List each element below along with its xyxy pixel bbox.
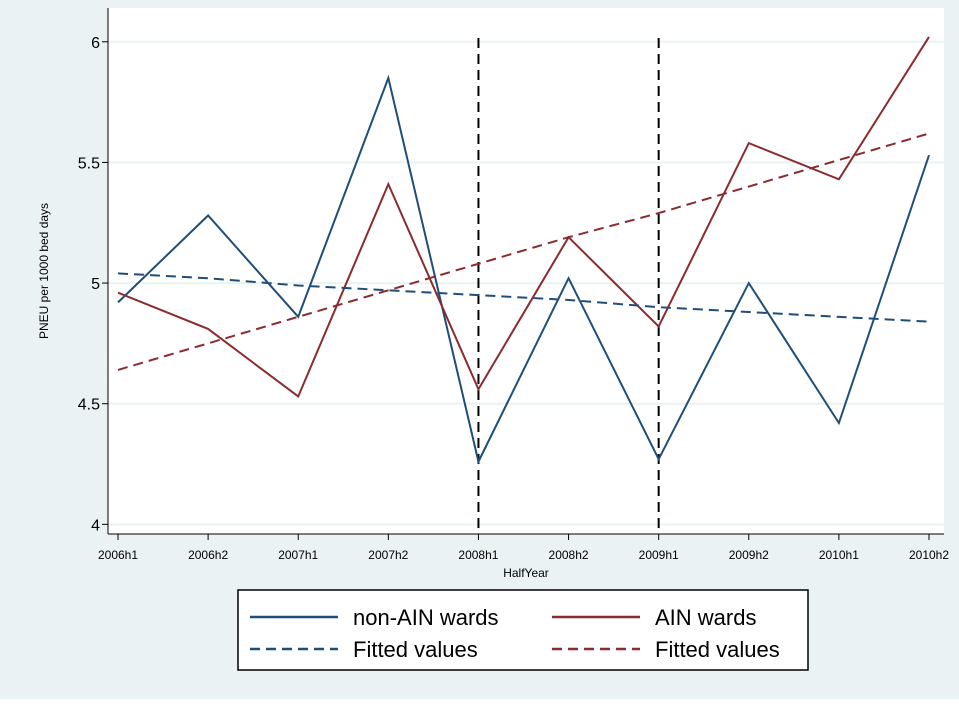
gridlines	[108, 40, 944, 526]
x-tick-label: 2007h1	[278, 548, 318, 562]
x-tick-label: 2007h2	[368, 548, 408, 562]
series-line-3	[117, 272, 930, 323]
legend-label: AIN wards	[655, 605, 756, 630]
series-line-4	[117, 132, 930, 371]
y-tick-label: 5	[91, 276, 100, 293]
x-axis: 2006h1 2006h2 2007h1 2007h2 2008h1 2008h2 2009…	[98, 533, 949, 562]
legend: non-AIN wards AIN wards Fitted values Fitte…	[237, 589, 809, 671]
x-tick-label: 2006h1	[98, 548, 138, 562]
y-tick-label: 4	[91, 517, 100, 534]
legend-label: non-AIN wards	[353, 605, 499, 630]
x-tick-label: 2008h1	[458, 548, 498, 562]
series-lines	[117, 36, 930, 465]
reference-lines	[477, 38, 660, 534]
x-tick-label: 2008h2	[549, 548, 589, 562]
x-tick-label: 2009h2	[729, 548, 769, 562]
y-axis: 4 4.5 5 5.5 6	[78, 8, 109, 534]
legend-box	[237, 589, 809, 671]
series-line-2	[117, 36, 930, 399]
y-tick-label: 5.5	[78, 155, 100, 172]
series-line-1	[117, 74, 930, 465]
plot-area	[108, 8, 944, 534]
y-tick-label: 4.5	[78, 397, 100, 414]
x-tick-label: 2009h1	[639, 548, 679, 562]
legend-label: Fitted values	[353, 637, 478, 662]
x-tick-label: 2010h1	[819, 548, 859, 562]
y-axis-label: PNEU per 1000 bed days	[37, 203, 51, 339]
x-axis-label: HalfYear	[503, 566, 549, 580]
x-tick-label: 2010h2	[909, 548, 949, 562]
y-tick-label: 6	[91, 35, 100, 52]
x-tick-label: 2006h2	[188, 548, 228, 562]
legend-label: Fitted values	[655, 637, 780, 662]
